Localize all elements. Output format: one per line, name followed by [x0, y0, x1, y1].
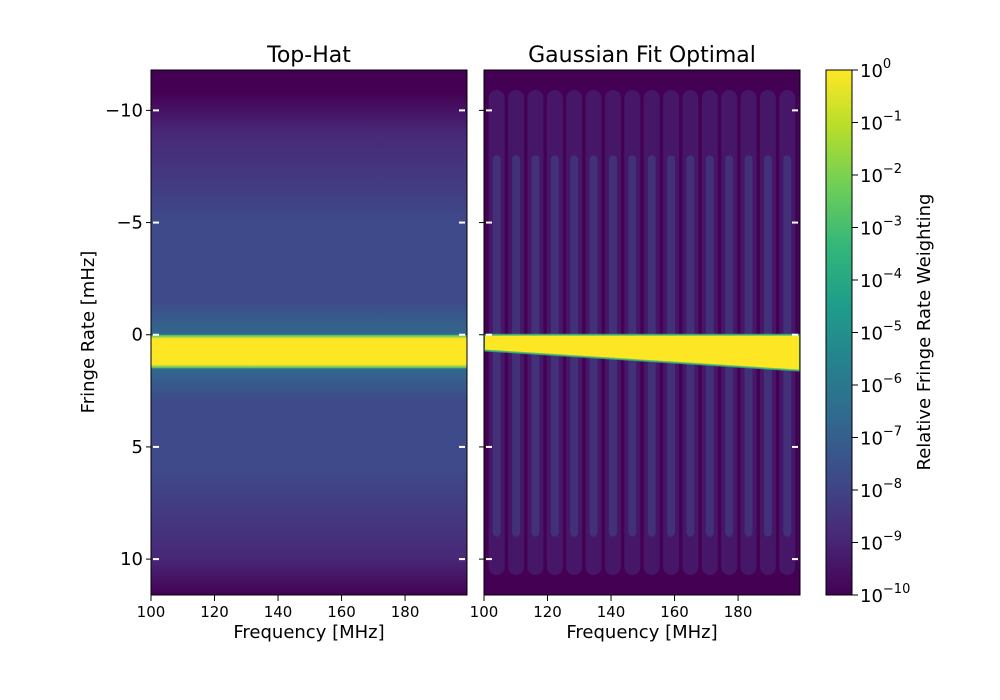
x-axis-gaussian-fit-optimal: 100 120 140 160 180 — [470, 595, 753, 621]
heatmap-band — [484, 334, 800, 371]
x-tick-label: 100 — [470, 603, 499, 621]
y-axis-label: Fringe Rate [mHz] — [78, 251, 99, 414]
colorbar-tick-label: 10−7 — [860, 425, 902, 450]
x-tick-label: 140 — [264, 603, 293, 621]
heatmap-gaussian-fit-optimal — [484, 70, 811, 595]
heatmap-top-hat — [151, 70, 467, 595]
colorbar-label: Relative Fringe Rate Weighting — [914, 194, 935, 471]
heatmap-striations — [488, 90, 811, 575]
x-tick-label: 120 — [200, 603, 229, 621]
panel-title-top-hat: Top-Hat — [266, 43, 351, 68]
x-tick-label: 160 — [660, 603, 689, 621]
x-tick-label: 180 — [391, 603, 420, 621]
x-axis-top-hat: 100 120 140 160 180 — [137, 595, 420, 621]
colorbar: 100 10−1 10−2 10−3 10−4 10−5 10−6 10−7 10−8 10−9 1… — [825, 57, 935, 607]
colorbar-tick-label: 10−4 — [860, 267, 902, 292]
x-tick-label: 140 — [597, 603, 626, 621]
panel-gaussian-fit-optimal: Gaussian Fit Optimal 100 120 140 160 180 Fre… — [470, 43, 811, 643]
colorbar-tick-label: 10−3 — [860, 215, 902, 240]
colorbar-ticks: 100 10−1 10−2 10−3 10−4 10−5 10−6 10−7 10−8 10−9 1… — [852, 57, 910, 607]
y-tick-label: −5 — [116, 213, 143, 234]
y-axis-gaussian-fit-optimal — [479, 109, 798, 561]
colorbar-tick-label: 10−6 — [860, 372, 902, 397]
colorbar-tick-label: 10−9 — [860, 530, 902, 555]
y-tick-label: −10 — [105, 100, 143, 121]
colorbar-tick-label: 100 — [860, 57, 891, 82]
heatmap-background — [151, 70, 467, 595]
heatmap-band — [151, 334, 467, 369]
y-tick-label: 10 — [120, 549, 143, 570]
x-tick-label: 120 — [533, 603, 562, 621]
x-axis-label-gaussian-fit-optimal: Frequency [MHz] — [566, 622, 717, 643]
colorbar-tick-label: 10−1 — [860, 110, 902, 135]
panel-title-gaussian-fit-optimal: Gaussian Fit Optimal — [528, 43, 756, 68]
colorbar-gradient — [825, 69, 853, 596]
axes-frame-top-hat — [150, 69, 468, 596]
striation — [798, 93, 800, 572]
colorbar-tick-label: 10−8 — [860, 477, 902, 502]
striation-core — [803, 155, 811, 536]
axes-frame-gaussian-fit-optimal — [483, 69, 801, 596]
x-tick-label: 100 — [137, 603, 166, 621]
colorbar-tick-label: 10−2 — [860, 162, 902, 187]
x-tick-label: 180 — [724, 603, 753, 621]
y-axis-top-hat: −10 −5 0 5 10 — [105, 100, 465, 570]
colorbar-tick-label: 10−5 — [860, 320, 902, 345]
panel-top-hat: Top-Hat 100 120 140 160 180 −10 −5 0 5 10 Freque… — [78, 43, 468, 643]
x-axis-label-top-hat: Frequency [MHz] — [233, 622, 384, 643]
y-tick-label: 5 — [132, 437, 143, 458]
y-tick-label: 0 — [132, 325, 143, 346]
x-tick-label: 160 — [327, 603, 356, 621]
colorbar-tick-label: 10−10 — [860, 582, 910, 607]
heatmap-band-edge — [484, 333, 800, 372]
